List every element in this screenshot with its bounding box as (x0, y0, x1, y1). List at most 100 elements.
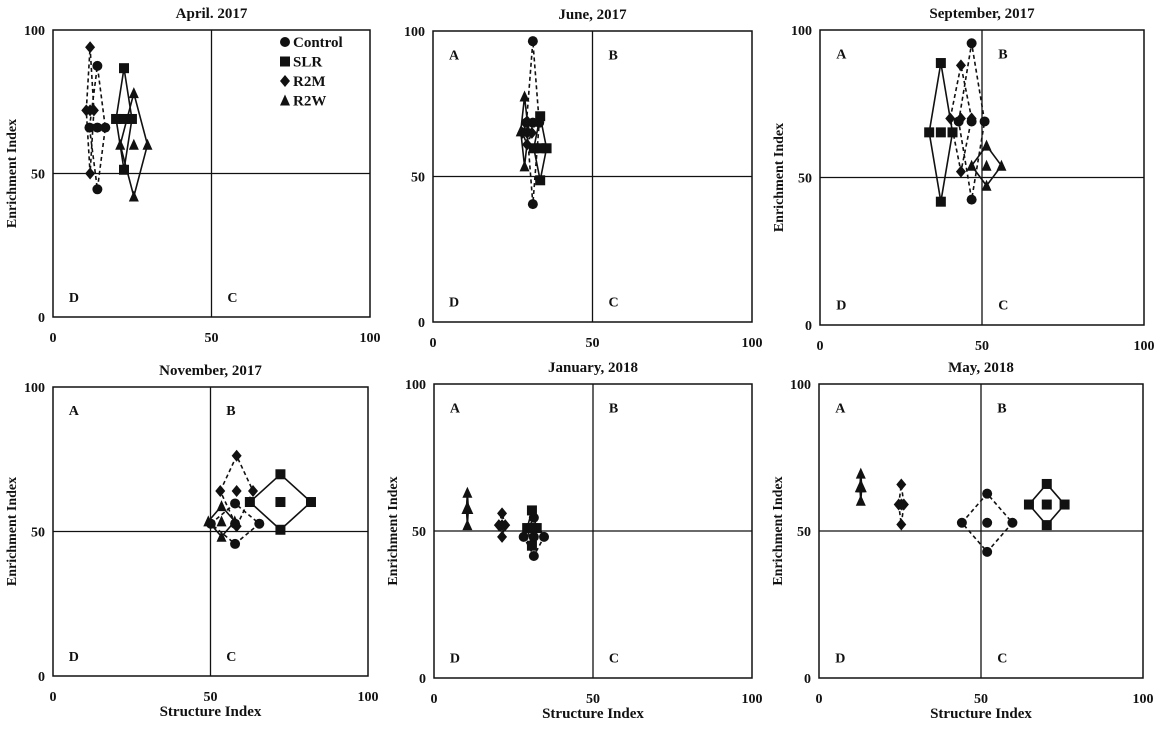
diamond-error-marker (896, 518, 907, 531)
circle-error-marker (92, 60, 103, 71)
diamond-error-marker (248, 485, 259, 498)
y-tick-label: 50 (797, 525, 811, 540)
y-axis-label: Enrichment Index (386, 476, 401, 585)
quadrant-label-c: C (997, 651, 1007, 666)
y-tick-label: 0 (38, 311, 45, 326)
series-r2m (493, 507, 511, 543)
y-tick-label: 0 (805, 319, 812, 334)
square-mean-marker (119, 113, 130, 124)
circle-error-marker (966, 194, 977, 205)
triangle-mean-marker (981, 159, 992, 171)
diamond-error-marker (85, 167, 96, 180)
series-r2w (515, 90, 534, 172)
x-axis-label: Structure Index (930, 706, 1032, 722)
diamond-error-marker (215, 485, 226, 498)
triangle-error-marker (996, 159, 1007, 171)
legend-entry: SLR (293, 55, 322, 71)
quadrant-label-c: C (608, 296, 618, 311)
y-tick-label: 100 (405, 378, 426, 393)
quadrant-label-a: A (836, 48, 847, 63)
diamond-error-marker (231, 449, 242, 462)
x-tick-label: 100 (358, 690, 379, 705)
diamond-mean-marker (955, 112, 966, 125)
square-error-marker (126, 113, 137, 124)
quadrant-label-a: A (835, 402, 846, 417)
x-tick-label: 0 (431, 692, 438, 707)
y-tick-label: 0 (419, 672, 426, 687)
square-error-marker (924, 127, 935, 138)
series-slr (1023, 478, 1070, 531)
quadrant-label-a: A (69, 404, 80, 419)
triangle-error-marker (981, 139, 992, 151)
quadrant-label-d: D (835, 651, 845, 666)
triangle-error-marker (855, 494, 866, 506)
diamond-error-marker (85, 41, 96, 54)
square-error-marker (535, 111, 546, 122)
circle-error-marker (527, 36, 538, 47)
panel-june-2017: June, 2017 0 50 100 0 50 100 A B D C (404, 7, 763, 351)
quadrant-label-b: B (608, 48, 617, 63)
quadrant-label-d: D (450, 651, 460, 666)
triangle-mean-marker (216, 515, 227, 527)
panel-april-2017: April. 2017 0 50 100 0 50 100 Enrichment Index D… (5, 6, 381, 346)
circle-error-marker (528, 550, 539, 561)
x-tick-label: 50 (974, 692, 988, 707)
triangle-error-marker (203, 515, 214, 527)
panel-january-2018: January, 2018 0 50 100 0 50 100 Enrichment Inde… (386, 360, 763, 722)
x-axis-label: Structure Index (160, 704, 262, 720)
y-tick-label: 100 (24, 24, 45, 39)
chart-title: June, 2017 (558, 7, 627, 23)
triangle-error-marker (128, 190, 139, 202)
y-tick-label: 0 (418, 316, 425, 331)
diamond-mean-marker (896, 498, 907, 511)
error-diamond (957, 43, 986, 200)
panel-september-2017: September, 2017 0 50 100 0 50 100 Enrichment In… (772, 6, 1155, 354)
quadrant-label-a: A (449, 48, 460, 63)
quadrant-label-d: D (836, 298, 846, 313)
quadrant-label-d: D (69, 291, 79, 306)
quadrant-label-c: C (227, 291, 237, 306)
circle-error-marker (100, 122, 111, 133)
series-slr (522, 505, 542, 551)
triangle-mean-marker (128, 138, 139, 150)
circle-error-marker (966, 38, 977, 49)
y-tick-label: 100 (790, 378, 811, 393)
chart-title: April. 2017 (176, 6, 248, 22)
chart-title: January, 2018 (548, 360, 638, 376)
series-control (956, 488, 1018, 557)
circle-error-marker (518, 531, 529, 542)
square-error-marker (119, 63, 130, 74)
x-tick-label: 100 (360, 331, 381, 346)
triangle-error-marker (216, 530, 227, 542)
quadrant-label-b: B (226, 404, 235, 419)
x-tick-label: 0 (50, 690, 57, 705)
circle-error-marker (92, 184, 103, 195)
quadrant-label-b: B (609, 402, 618, 417)
y-tick-label: 100 (24, 381, 45, 396)
series-control (518, 512, 550, 561)
x-tick-label: 0 (430, 336, 437, 351)
diamond-error-marker (896, 478, 907, 491)
x-tick-label: 50 (586, 336, 600, 351)
triangle-error-marker (519, 160, 530, 172)
circle-error-marker (527, 199, 538, 210)
square-mean-marker (1041, 499, 1052, 510)
chart-title: May, 2018 (948, 360, 1014, 376)
square-error-marker (947, 127, 958, 138)
y-tick-label: 100 (404, 25, 425, 40)
triangle-mean-marker (855, 481, 866, 493)
y-axis-label: Enrichment Index (5, 477, 20, 586)
legend-r2m-icon (280, 75, 290, 87)
square-error-marker (935, 58, 946, 69)
series-r2w (966, 139, 1007, 191)
diamond-mean-marker (231, 485, 242, 498)
x-axis-label: Structure Index (542, 706, 644, 722)
panel-november-2017: November, 2017 0 50 100 0 50 100 Enrichment Ind… (5, 363, 379, 720)
square-error-marker (935, 196, 946, 207)
square-mean-marker (935, 127, 946, 138)
x-tick-label: 0 (817, 339, 824, 354)
series-r2m (893, 478, 909, 531)
circle-error-marker (539, 531, 550, 542)
y-axis-label: Enrichment Index (771, 476, 786, 585)
